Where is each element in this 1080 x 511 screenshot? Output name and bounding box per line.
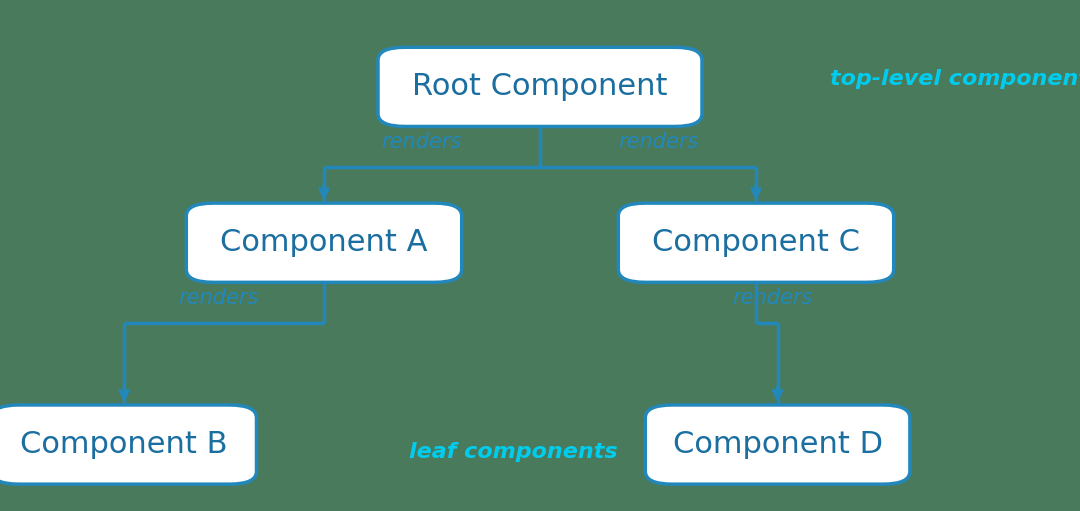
- FancyBboxPatch shape: [186, 203, 462, 282]
- Text: leaf components: leaf components: [408, 442, 618, 462]
- Text: Component D: Component D: [673, 430, 882, 459]
- Text: renders: renders: [381, 132, 461, 152]
- FancyBboxPatch shape: [378, 48, 702, 126]
- Text: Root Component: Root Component: [413, 73, 667, 101]
- Text: renders: renders: [732, 288, 812, 308]
- FancyBboxPatch shape: [646, 405, 909, 484]
- FancyBboxPatch shape: [618, 203, 894, 282]
- Text: renders: renders: [178, 288, 259, 308]
- Text: top-level components: top-level components: [831, 69, 1080, 89]
- Text: Component C: Component C: [652, 228, 860, 257]
- Text: Component B: Component B: [21, 430, 228, 459]
- Text: Component A: Component A: [220, 228, 428, 257]
- Text: renders: renders: [619, 132, 699, 152]
- FancyBboxPatch shape: [0, 405, 257, 484]
